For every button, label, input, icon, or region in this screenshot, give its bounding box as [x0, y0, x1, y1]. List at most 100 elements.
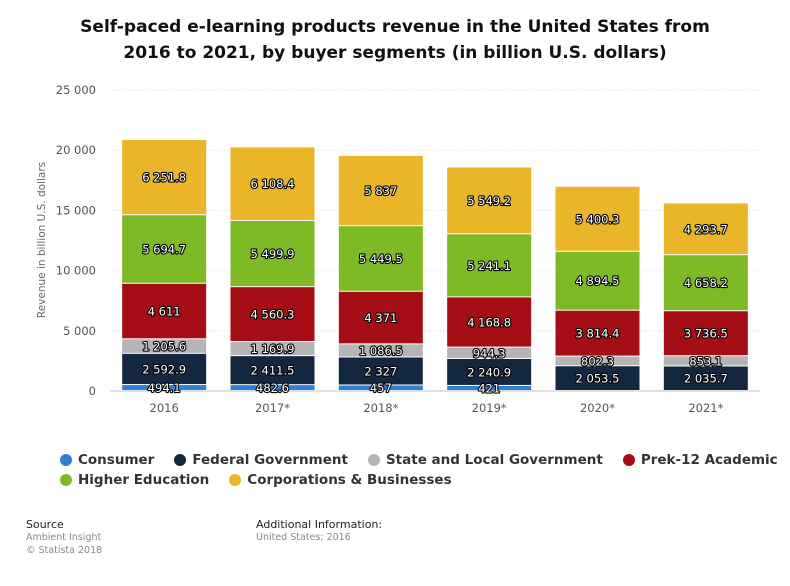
legend-row-1: Consumer Federal Government State and Lo…	[60, 450, 778, 470]
data-label: 5 241.1	[467, 259, 511, 273]
bar-segment	[447, 385, 532, 390]
data-label: 3 814.4	[576, 327, 620, 341]
bar-segment	[122, 283, 207, 339]
bar-segment	[338, 155, 423, 226]
bar-segment	[230, 385, 315, 390]
chart-legend: Consumer Federal Government State and Lo…	[60, 450, 778, 490]
data-label: 4 168.8	[467, 315, 511, 329]
data-label: 494.1	[148, 381, 181, 395]
legend-dot-corporations-businesses	[229, 474, 242, 486]
x-tick-label: 2021*	[688, 401, 723, 415]
additional-info-title: Additional Information:	[256, 518, 383, 531]
legend-item-state-local-government[interactable]: State and Local Government	[367, 452, 603, 468]
data-label: 4 894.5	[576, 274, 620, 288]
bar-segment	[663, 255, 748, 311]
data-label: 6 108.4	[251, 177, 295, 191]
legend-item-higher-education[interactable]: Higher Education	[60, 472, 209, 488]
bar-segment	[122, 215, 207, 283]
y-tick-label: 25 000	[56, 83, 96, 97]
x-tick-label: 2018*	[363, 401, 398, 415]
bar-segment	[230, 287, 315, 342]
bar-segment	[555, 251, 640, 310]
data-label: 5 449.5	[359, 252, 403, 266]
data-label: 5 694.7	[142, 243, 186, 257]
bar-segment	[122, 353, 207, 385]
bar-segment	[122, 139, 207, 215]
chart-title-line-2: 2016 to 2021, by buyer segments (in bill…	[123, 43, 667, 63]
bar-segment	[338, 344, 423, 357]
bar-segment	[663, 311, 748, 356]
data-label: 4 560.3	[251, 308, 295, 322]
y-tick-label: 10 000	[56, 264, 96, 278]
data-label: 2 327	[364, 364, 397, 378]
data-label: 2 240.9	[467, 365, 511, 379]
legend-item-consumer[interactable]: Consumer	[60, 452, 154, 468]
bar-segment	[447, 347, 532, 358]
data-label: 2 035.7	[684, 372, 728, 386]
x-tick-label: 2019*	[472, 401, 507, 415]
bar-segment	[230, 356, 315, 385]
x-tick-label: 2020*	[580, 401, 615, 415]
additional-info-block: Additional Information: United States; 2…	[256, 518, 382, 544]
bar-segment	[122, 339, 207, 353]
data-label: 802.3	[581, 354, 614, 368]
legend-dot-prek12-academic	[622, 454, 635, 466]
data-label: 482.6	[256, 381, 289, 395]
bar-segment	[663, 366, 748, 390]
source-line-1[interactable]: Ambient Insight	[26, 532, 102, 543]
stacked-bar-chart: 0 5 000 10 000 15 000 20 000 25 000 494.1 2 592…	[56, 83, 760, 415]
legend-label-corporations-businesses: Corporations & Businesses	[247, 472, 452, 488]
legend-label-federal-government: Federal Government	[192, 452, 348, 468]
data-label: 5 837	[364, 184, 397, 198]
data-label: 2 411.5	[251, 364, 295, 378]
bar-segment	[447, 297, 532, 347]
bar-segment	[447, 358, 532, 385]
chart-title: Self-paced e-learning products revenue i…	[0, 14, 790, 66]
legend-label-prek12-academic: Prek-12 Academic	[640, 452, 778, 468]
data-label: 5 400.3	[576, 212, 620, 226]
data-label: 2 053.5	[576, 372, 620, 386]
y-tick-label: 0	[89, 384, 96, 398]
additional-info-line-1: United States; 2016	[256, 532, 351, 543]
chart-title-line-1: Self-paced e-learning products revenue i…	[80, 17, 710, 37]
y-tick-label: 20 000	[56, 143, 96, 157]
legend-item-federal-government[interactable]: Federal Government	[174, 452, 348, 468]
data-label: 2 592.9	[142, 362, 186, 376]
data-label: 944.3	[473, 346, 506, 360]
legend-item-corporations-businesses[interactable]: Corporations & Businesses	[229, 472, 452, 488]
bar-segment	[447, 234, 532, 297]
y-axis-title: Revenue in billion U.S. dollars	[36, 161, 48, 319]
legend-label-higher-education: Higher Education	[78, 472, 210, 488]
bar-segment	[555, 366, 640, 390]
legend-dot-higher-education	[60, 474, 72, 486]
bar-segment	[555, 186, 640, 251]
data-label: 1 086.5	[359, 344, 403, 358]
data-label: 853.1	[689, 354, 722, 368]
data-label: 421	[478, 381, 500, 395]
source-block: Source Ambient Insight © Statista 2018	[26, 518, 102, 557]
bar-segment	[555, 356, 640, 366]
y-tick-label: 15 000	[56, 203, 96, 217]
bar-segment	[447, 167, 532, 234]
data-label: 4 371	[364, 311, 397, 325]
data-label: 5 499.9	[251, 247, 295, 261]
data-label: 457	[370, 381, 392, 395]
data-label: 6 251.8	[142, 171, 186, 185]
legend-dot-consumer	[60, 454, 72, 466]
bar-segment	[338, 226, 423, 291]
y-tick-label: 5 000	[63, 324, 96, 338]
data-label: 5 549.2	[467, 194, 511, 208]
x-tick-label: 2016	[150, 401, 179, 415]
data-label: 4 658.2	[684, 276, 728, 290]
bar-segment	[230, 220, 315, 287]
legend-label-consumer: Consumer	[78, 452, 155, 468]
bar-segment	[230, 147, 315, 220]
data-label: 1 205.6	[142, 340, 186, 354]
data-label: 4 611	[148, 305, 181, 319]
x-tick-label: 2017*	[255, 401, 290, 415]
legend-item-prek12-academic[interactable]: Prek-12 Academic	[622, 452, 778, 468]
legend-row-2: Higher Education Corporations & Business…	[60, 470, 770, 490]
data-label: 4 293.7	[684, 222, 728, 236]
bar-segment	[555, 310, 640, 356]
source-line-2: © Statista 2018	[26, 545, 103, 556]
